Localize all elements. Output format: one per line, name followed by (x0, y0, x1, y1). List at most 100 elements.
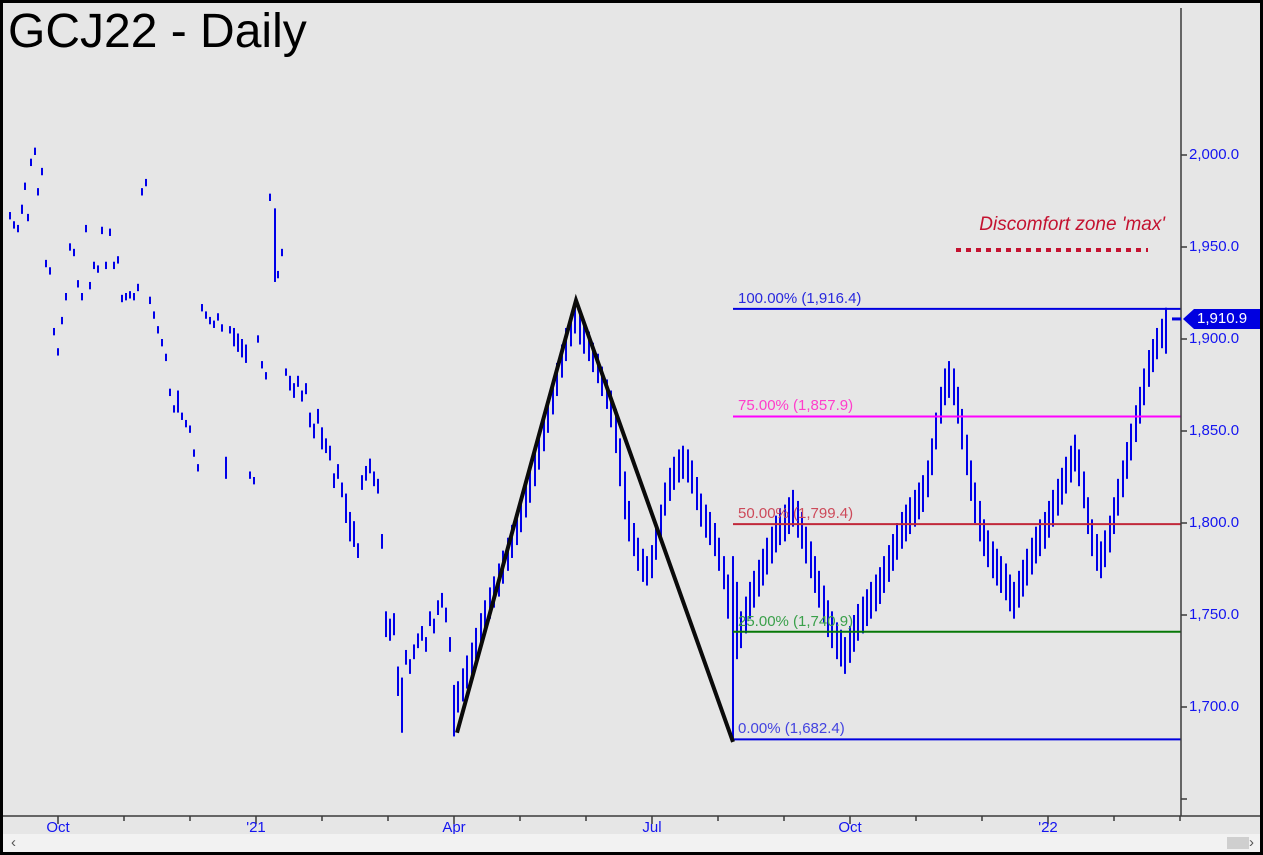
price-bar (970, 460, 972, 501)
price-bar (718, 537, 720, 571)
price-bar (687, 449, 689, 483)
horizontal-scrollbar[interactable]: ‹ › (3, 834, 1260, 852)
scroll-left-button[interactable]: ‹ (11, 834, 16, 851)
price-bar (429, 611, 431, 627)
price-bar (353, 521, 355, 547)
price-bar (205, 311, 207, 319)
price-bar (853, 615, 855, 652)
price-bar (836, 622, 838, 660)
chart-title: GCJ22 - Daily (8, 5, 307, 58)
price-bar (61, 316, 63, 325)
price-bar (646, 556, 648, 586)
price-bar (696, 477, 698, 511)
price-bar (1022, 559, 1024, 597)
price-bar (953, 368, 955, 406)
price-bar (961, 408, 963, 450)
price-bar (901, 511, 903, 549)
price-bar (1039, 519, 1041, 557)
price-bar (935, 412, 937, 450)
price-bar (753, 570, 755, 608)
price-bar (1161, 318, 1163, 349)
price-bar (597, 353, 599, 384)
y-axis-label: 1,700.0 (1189, 698, 1240, 715)
price-bar (449, 637, 451, 652)
price-bar (117, 256, 119, 264)
price-bar (201, 304, 203, 312)
price-bar (601, 366, 603, 397)
price-bar (81, 293, 83, 301)
price-bar (944, 368, 946, 406)
price-bar (1035, 526, 1037, 564)
price-bar (792, 489, 794, 527)
price-bar (844, 637, 846, 674)
price-bar (137, 283, 139, 292)
price-bar (185, 419, 187, 428)
price-bar (393, 613, 395, 636)
price-bar (466, 655, 468, 689)
price-bar (297, 375, 299, 387)
price-bar (30, 158, 32, 167)
price-bar (547, 399, 549, 433)
price-bar (213, 320, 215, 328)
price-bar (870, 581, 872, 619)
price-bar (543, 418, 545, 452)
scrollbar-thumb[interactable] (1227, 837, 1249, 849)
price-bar (805, 526, 807, 564)
price-bar (181, 412, 183, 420)
price-bar (385, 611, 387, 638)
price-bar (516, 511, 518, 546)
price-bar (57, 348, 59, 356)
price-bar (1126, 442, 1128, 479)
price-bar (905, 504, 907, 542)
price-bar (197, 464, 199, 472)
price-bar (77, 280, 79, 288)
price-bar (73, 248, 75, 257)
price-bar (624, 471, 626, 520)
price-bar (538, 436, 540, 470)
price-bar (34, 147, 36, 155)
y-axis-label: 1,900.0 (1189, 330, 1240, 347)
price-bar (619, 438, 621, 487)
price-bar (525, 484, 527, 518)
price-bar (940, 386, 942, 424)
price-bar (779, 508, 781, 546)
price-bar (293, 383, 295, 398)
price-bar (484, 600, 486, 632)
price-bar (462, 668, 464, 702)
price-bar (1065, 456, 1067, 494)
price-bar (615, 408, 617, 454)
x-axis-label: '21 (246, 819, 266, 836)
price-bar (269, 193, 271, 201)
price-bar (857, 603, 859, 641)
fib-label-50.00%: 50.00% (1,799.4) (738, 505, 854, 523)
price-bar (21, 204, 23, 214)
fib-label-25.00%: 25.00% (1,740.9) (738, 612, 854, 630)
fib-label-100.00%: 100.00% (1,916.4) (738, 289, 862, 307)
price-bar (682, 445, 684, 479)
price-bar (909, 497, 911, 535)
price-bar (237, 333, 239, 352)
price-bar (1156, 327, 1158, 360)
price-bar (1152, 339, 1154, 373)
price-bar (810, 541, 812, 579)
price-bar (927, 460, 929, 498)
scroll-right-button[interactable]: › (1249, 834, 1254, 851)
price-bar (317, 408, 319, 424)
price-bar (329, 445, 331, 461)
price-bar (357, 543, 359, 558)
x-axis-label: '22 (1038, 819, 1058, 836)
price-bar (520, 499, 522, 533)
price-bar (341, 482, 343, 498)
price-bar (740, 611, 742, 649)
price-bar (840, 629, 842, 667)
price-bar (709, 511, 711, 546)
price-bar (401, 677, 403, 733)
price-bar (489, 587, 491, 619)
price-bar (979, 500, 981, 542)
price-bar (579, 315, 581, 345)
price-bar (301, 390, 303, 402)
price-bar (749, 581, 751, 619)
price-bar (229, 326, 231, 334)
price-bar (691, 460, 693, 494)
price-bar (105, 261, 107, 270)
